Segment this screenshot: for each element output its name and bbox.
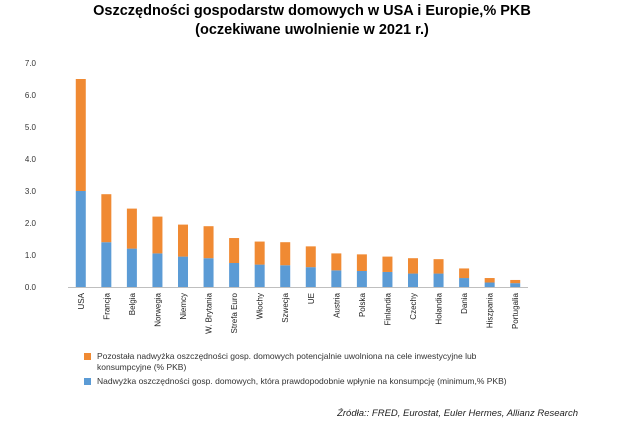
x-category-label: USA xyxy=(77,292,86,309)
legend-swatch-orange xyxy=(84,353,91,360)
bar-segment-consumption xyxy=(408,273,418,287)
x-category-label: Dania xyxy=(460,292,469,313)
bar-segment-remaining xyxy=(75,79,86,191)
bar-segment-remaining xyxy=(510,279,521,284)
bar-segment-remaining xyxy=(356,254,367,271)
bar-segment-consumption xyxy=(152,253,163,287)
bar-segment-consumption xyxy=(126,248,137,287)
x-category-label: Belgia xyxy=(128,292,137,315)
bar-segment-consumption xyxy=(75,191,86,287)
bar-segment-consumption xyxy=(254,264,265,287)
y-tick-label: 5.0 xyxy=(25,123,37,132)
x-category-label: Finlandia xyxy=(383,292,392,325)
chart-title: Oszczędności gospodarstw domowych w USA … xyxy=(0,2,624,40)
bar-segment-remaining xyxy=(280,242,291,266)
x-category-label: Francja xyxy=(102,292,111,319)
bar-segment-consumption xyxy=(433,273,444,287)
x-category-label: Portugalia xyxy=(511,292,520,329)
x-category-label: W. Brytania xyxy=(205,292,214,333)
bar-segment-consumption xyxy=(331,270,342,287)
x-category-label: Norwegia xyxy=(153,292,162,326)
bar-segment-remaining xyxy=(305,246,316,268)
bar-segment-remaining xyxy=(254,241,265,265)
bar-segment-consumption xyxy=(229,263,240,287)
x-category-label: Szwecja xyxy=(281,292,290,322)
y-tick-label: 6.0 xyxy=(25,91,37,100)
bar-segment-consumption xyxy=(356,271,367,287)
bar-segment-remaining xyxy=(459,268,470,279)
x-category-label: Hiszpania xyxy=(486,292,495,328)
y-tick-label: 2.0 xyxy=(25,219,37,228)
bar-segment-remaining xyxy=(101,194,112,243)
chart-title-line-2: (oczekiwane uwolnienie w 2021 r.) xyxy=(195,22,429,38)
bar-segment-consumption xyxy=(382,271,393,287)
x-category-label: Włochy xyxy=(256,293,265,319)
bar-segment-consumption xyxy=(203,258,214,287)
legend-label-remaining-surplus: Pozostała nadwyżka oszczędności gosp. do… xyxy=(97,351,477,372)
x-category-label: Strefa Euro xyxy=(230,292,239,333)
legend-swatch-blue xyxy=(84,378,91,385)
bar-segment-consumption xyxy=(484,282,495,287)
chart-title-line-1: Oszczędności gospodarstw domowych w USA … xyxy=(93,3,531,19)
bar-segment-remaining xyxy=(126,208,137,249)
y-tick-label: 0.0 xyxy=(25,283,37,292)
x-category-label: Niemcy xyxy=(179,293,188,320)
bar-segment-remaining xyxy=(152,216,163,254)
bar-segment-remaining xyxy=(229,238,240,263)
bar-segment-consumption xyxy=(178,256,188,287)
y-tick-label: 3.0 xyxy=(25,187,37,196)
bar-segment-consumption xyxy=(459,278,470,287)
bar-segment-remaining xyxy=(178,224,188,257)
x-category-label: Czechy xyxy=(409,293,418,320)
x-category-label: Austria xyxy=(332,292,341,317)
bar-segment-remaining xyxy=(408,258,418,274)
bar-segment-consumption xyxy=(510,283,521,287)
x-category-label: Polska xyxy=(358,292,367,317)
bar-segment-consumption xyxy=(101,242,112,287)
x-category-label: Holandia xyxy=(435,292,444,324)
bar-segment-remaining xyxy=(203,226,214,259)
bar-segment-consumption xyxy=(305,267,316,287)
bar-segment-remaining xyxy=(331,253,342,271)
bar-segment-remaining xyxy=(382,256,393,272)
bar-segment-remaining xyxy=(433,259,444,274)
x-category-label: UE xyxy=(307,293,316,304)
stacked-bar-chart: 0.0 1.0 2.0 3.0 4.0 5.0 6.0 7.0 USA Francja Belgia… xyxy=(25,59,528,334)
source-note: Źródła:: FRED, Eurostat, Euler Hermes, A… xyxy=(337,408,578,419)
y-tick-label: 4.0 xyxy=(25,155,37,164)
bar-segment-remaining xyxy=(484,278,495,283)
bar-segment-consumption xyxy=(280,265,291,287)
y-tick-label: 1.0 xyxy=(25,251,37,260)
y-tick-label: 7.0 xyxy=(25,59,37,68)
legend-label-consumption-surplus: Nadwyżka oszczędności gosp. domowych, kt… xyxy=(97,376,507,386)
